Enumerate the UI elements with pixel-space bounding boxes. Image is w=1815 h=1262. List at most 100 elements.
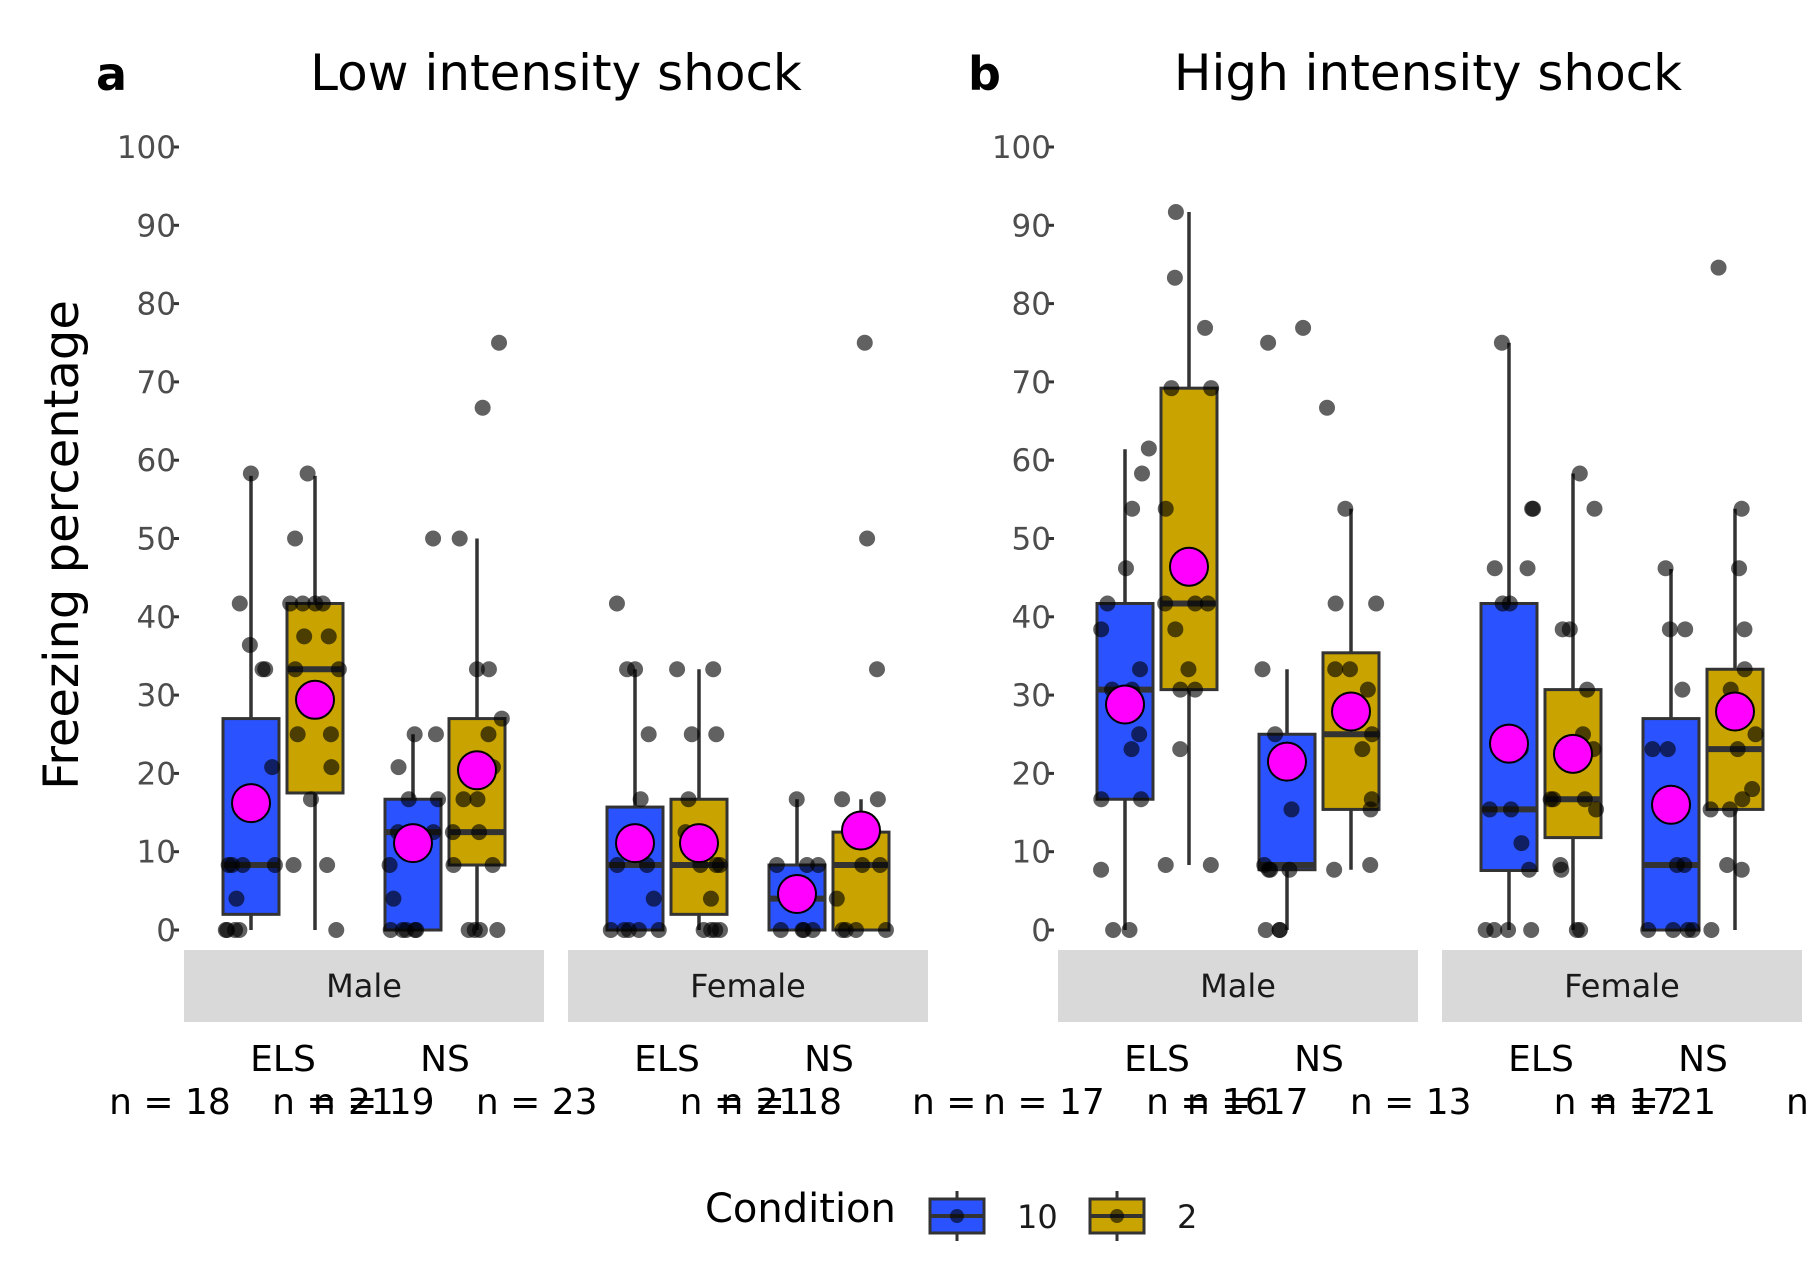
- data-point: [328, 922, 345, 938]
- data-point: [1133, 791, 1150, 808]
- facet-strip-label: Male: [326, 967, 402, 1005]
- data-point: [1283, 801, 1300, 818]
- data-point: [868, 661, 885, 678]
- data-point: [406, 922, 423, 938]
- data-point: [632, 791, 649, 808]
- sample-size-label: n = 19: [313, 1082, 435, 1123]
- data-point: [1493, 334, 1510, 351]
- data-point: [1747, 726, 1764, 743]
- data-point: [772, 922, 789, 938]
- y-tick-label: 10: [137, 835, 176, 871]
- data-point: [282, 595, 299, 612]
- mean-point: [1651, 784, 1691, 825]
- data-point: [1131, 726, 1148, 743]
- data-point: [1579, 681, 1596, 698]
- mean-point: [1489, 723, 1529, 764]
- data-point: [425, 530, 442, 547]
- data-point: [1267, 726, 1284, 743]
- data-point: [241, 636, 258, 653]
- mean-point: [457, 750, 497, 791]
- data-point: [810, 857, 827, 874]
- panel-letter-b: b: [968, 47, 1001, 101]
- data-point: [1134, 465, 1151, 482]
- sample-size-label: n =: [1786, 1082, 1815, 1123]
- mean-point: [841, 810, 881, 851]
- data-point: [877, 922, 894, 938]
- facet-strip: [568, 950, 928, 1022]
- x-category-label: ELS: [634, 1039, 700, 1080]
- data-point: [400, 791, 417, 808]
- data-point: [1167, 621, 1184, 638]
- x-category-label: NS: [804, 1039, 854, 1080]
- data-point: [1368, 595, 1385, 612]
- data-point: [627, 661, 644, 678]
- data-point: [234, 857, 251, 874]
- data-point: [228, 890, 245, 907]
- data-point: [711, 857, 728, 874]
- data-point: [856, 334, 873, 351]
- data-point: [1124, 500, 1141, 517]
- x-category-label: ELS: [1508, 1039, 1574, 1080]
- data-point: [1093, 791, 1110, 808]
- data-point: [1157, 500, 1174, 517]
- data-point: [1736, 661, 1753, 678]
- data-point: [285, 857, 302, 874]
- x-category-label: NS: [1678, 1039, 1728, 1080]
- data-point: [1203, 380, 1220, 397]
- mean-point: [1105, 684, 1145, 725]
- data-point: [330, 661, 347, 678]
- mean-point: [1715, 691, 1755, 732]
- data-point: [294, 595, 311, 612]
- mean-point: [1169, 546, 1209, 587]
- data-point: [242, 465, 259, 482]
- y-tick-label: 10: [1012, 835, 1051, 871]
- data-point: [1180, 661, 1197, 678]
- data-point: [289, 726, 306, 743]
- data-point: [1117, 560, 1134, 577]
- box-body: [1159, 386, 1219, 692]
- data-point: [1295, 319, 1312, 336]
- data-point: [1684, 922, 1701, 938]
- data-point: [1363, 791, 1380, 808]
- x-category-label: NS: [420, 1039, 470, 1080]
- data-point: [1364, 726, 1381, 743]
- y-tick-label: 20: [1012, 756, 1051, 792]
- data-point: [1486, 560, 1503, 577]
- data-point: [287, 530, 304, 547]
- data-point: [1640, 922, 1657, 938]
- data-point: [609, 857, 626, 874]
- data-point: [319, 857, 336, 874]
- panel-title-a: Low intensity shock: [310, 44, 802, 102]
- facet-strip: [184, 950, 544, 1022]
- data-point: [1733, 500, 1750, 517]
- mean-point: [777, 873, 817, 914]
- data-point: [1337, 500, 1354, 517]
- data-point: [798, 857, 815, 874]
- legend-label: 10: [1017, 1198, 1058, 1236]
- data-point: [489, 922, 506, 938]
- data-point: [1576, 791, 1593, 808]
- data-point: [264, 759, 281, 776]
- data-point: [1736, 621, 1753, 638]
- y-axis-title: Freezing percentage: [34, 300, 90, 790]
- box-body: [1321, 651, 1381, 811]
- mean-point: [231, 783, 271, 824]
- data-point: [1661, 621, 1678, 638]
- data-point: [1093, 621, 1110, 638]
- data-point: [480, 726, 497, 743]
- y-tick-label: 70: [1012, 365, 1051, 401]
- data-point: [1519, 560, 1536, 577]
- data-point: [1166, 269, 1183, 286]
- data-point: [1501, 595, 1518, 612]
- data-point: [705, 661, 722, 678]
- data-point: [1197, 319, 1214, 336]
- y-tick-label: 100: [117, 130, 176, 166]
- data-point: [302, 791, 319, 808]
- data-point: [1257, 922, 1274, 938]
- data-point: [1172, 741, 1189, 758]
- data-point: [602, 922, 619, 938]
- data-point: [1327, 595, 1344, 612]
- data-point: [1677, 621, 1694, 638]
- y-tick-label: 70: [137, 365, 176, 401]
- data-point: [1733, 861, 1750, 878]
